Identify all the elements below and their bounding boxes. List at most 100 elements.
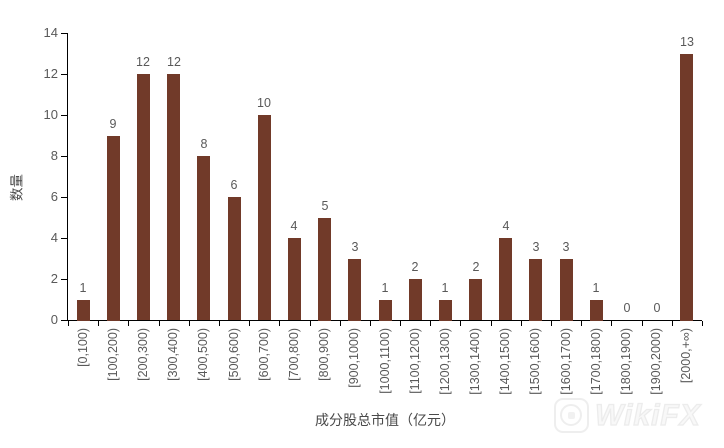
x-tick-label: [1900,2000) bbox=[649, 328, 663, 395]
x-tick bbox=[310, 321, 311, 326]
bar bbox=[590, 300, 603, 321]
x-tick-label: [1800,1900) bbox=[619, 328, 633, 395]
bar-value-label: 1 bbox=[592, 281, 600, 295]
x-tick bbox=[159, 321, 160, 326]
bar-value-label: 9 bbox=[109, 117, 117, 131]
y-tick bbox=[61, 74, 67, 75]
x-tick bbox=[189, 321, 190, 326]
x-tick-label: [800,900) bbox=[317, 328, 331, 381]
y-tick-label: 0 bbox=[50, 312, 58, 327]
x-tick bbox=[98, 321, 99, 326]
bar bbox=[197, 156, 210, 320]
x-tick bbox=[249, 321, 250, 326]
bar bbox=[439, 300, 452, 321]
y-axis-title: 数量 bbox=[9, 174, 25, 201]
bar bbox=[288, 238, 301, 320]
x-tick-label: [1500,1600) bbox=[528, 328, 542, 395]
x-tick-label: [1200,1300) bbox=[438, 328, 452, 395]
bar-value-label: 5 bbox=[321, 199, 329, 213]
y-tick-label: 10 bbox=[43, 107, 58, 122]
x-tick bbox=[642, 321, 643, 326]
wikifx-logo-icon bbox=[554, 398, 589, 433]
y-tick-label: 12 bbox=[43, 66, 58, 81]
x-tick-label: [300,400) bbox=[166, 328, 180, 381]
y-tick-label: 14 bbox=[43, 25, 58, 40]
x-tick bbox=[672, 321, 673, 326]
bar-value-label: 13 bbox=[680, 35, 694, 49]
bar-value-label: 1 bbox=[79, 281, 87, 295]
x-tick bbox=[219, 321, 220, 326]
watermark: WikiFX bbox=[554, 398, 701, 433]
bar bbox=[348, 259, 361, 321]
bar bbox=[409, 279, 422, 320]
bar bbox=[499, 238, 512, 320]
bar bbox=[77, 300, 90, 321]
y-tick-label: 6 bbox=[50, 189, 58, 204]
bar-value-label: 10 bbox=[257, 96, 271, 110]
x-tick bbox=[340, 321, 341, 326]
y-tick bbox=[61, 320, 67, 321]
y-tick bbox=[61, 33, 67, 34]
bar-value-label: 0 bbox=[623, 301, 631, 315]
x-tick bbox=[521, 321, 522, 326]
x-tick bbox=[491, 321, 492, 326]
x-tick bbox=[551, 321, 552, 326]
bar-value-label: 3 bbox=[351, 240, 359, 254]
x-tick bbox=[68, 321, 69, 326]
x-tick-label: [1700,1800) bbox=[589, 328, 603, 395]
bar bbox=[529, 259, 542, 321]
bar bbox=[318, 218, 331, 321]
x-tick-label: [700,800) bbox=[287, 328, 301, 381]
bar-value-label: 12 bbox=[136, 55, 150, 69]
x-tick bbox=[611, 321, 612, 326]
wikifx-logo-dot bbox=[568, 412, 575, 419]
bar bbox=[137, 74, 150, 320]
bar-value-label: 3 bbox=[532, 240, 540, 254]
x-tick-label: [1100,1200) bbox=[408, 328, 422, 394]
bar-value-label: 1 bbox=[441, 281, 449, 295]
y-tick-label: 8 bbox=[50, 148, 58, 163]
x-tick-label: [1300,1400) bbox=[468, 328, 482, 395]
x-tick bbox=[702, 321, 703, 326]
bar-value-label: 0 bbox=[653, 301, 661, 315]
x-axis-title: 成分股总市值（亿元） bbox=[315, 412, 455, 428]
y-tick bbox=[61, 238, 67, 239]
x-tick-label: [500,600) bbox=[227, 328, 241, 381]
bar bbox=[107, 136, 120, 321]
bar-value-label: 4 bbox=[502, 219, 510, 233]
x-tick-label: [400,500) bbox=[196, 328, 210, 381]
bar bbox=[560, 259, 573, 321]
wikifx-logo-circle bbox=[560, 404, 582, 426]
bar bbox=[379, 300, 392, 321]
x-tick-label: [0,100) bbox=[76, 328, 90, 367]
x-tick bbox=[460, 321, 461, 326]
x-tick bbox=[430, 321, 431, 326]
x-tick bbox=[128, 321, 129, 326]
bar-value-label: 3 bbox=[562, 240, 570, 254]
x-tick-label: [900,1000) bbox=[347, 328, 361, 388]
x-tick bbox=[581, 321, 582, 326]
x-tick-label: [600,700) bbox=[257, 328, 271, 381]
x-tick bbox=[370, 321, 371, 326]
y-tick bbox=[61, 156, 67, 157]
bar bbox=[258, 115, 271, 320]
y-tick bbox=[61, 279, 67, 280]
x-tick bbox=[279, 321, 280, 326]
x-tick-label: [1600,1700) bbox=[559, 328, 573, 395]
x-tick-label: [2000,+∞) bbox=[679, 328, 693, 384]
y-tick bbox=[61, 197, 67, 198]
bar bbox=[167, 74, 180, 320]
y-tick bbox=[61, 115, 67, 116]
bar-value-label: 8 bbox=[200, 137, 208, 151]
y-axis-line bbox=[67, 33, 68, 321]
bar bbox=[228, 197, 241, 320]
y-tick-label: 2 bbox=[50, 271, 58, 286]
y-tick-label: 4 bbox=[50, 230, 58, 245]
bar-value-label: 6 bbox=[230, 178, 238, 192]
x-tick-label: [100,200) bbox=[106, 328, 120, 381]
x-tick-label: [1400,1500) bbox=[498, 328, 512, 395]
x-tick-label: [200,300) bbox=[136, 328, 150, 381]
bar bbox=[680, 54, 693, 321]
bar-value-label: 2 bbox=[472, 260, 480, 274]
